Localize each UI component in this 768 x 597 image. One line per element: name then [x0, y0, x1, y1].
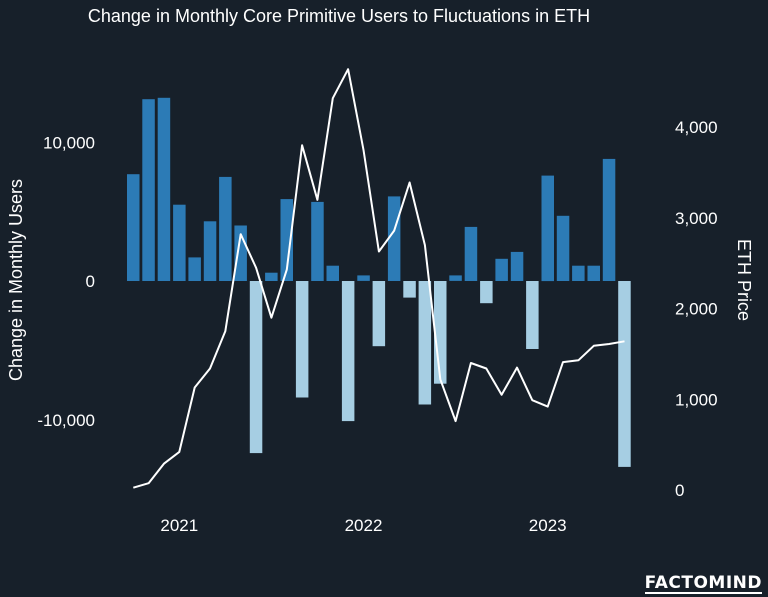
bar — [418, 281, 432, 405]
y2-tick-label: 0 — [675, 481, 684, 500]
bar — [311, 201, 324, 281]
bar — [295, 281, 309, 398]
y2-axis-label: ETH Price — [734, 239, 754, 321]
x-tick-label: 2023 — [529, 516, 567, 535]
bar — [480, 281, 493, 304]
bar — [464, 226, 478, 281]
bar — [219, 176, 232, 281]
bar — [265, 272, 278, 281]
bar — [495, 258, 508, 281]
bar — [510, 251, 524, 281]
chart-title: Change in Monthly Core Primitive Users t… — [87, 6, 591, 26]
y2-tick-label: 4,000 — [675, 118, 718, 137]
axes: 10,000 0 -10,000 4,000 3,000 2,000 1,000 0 2021 2… — [37, 118, 717, 535]
x-tick-label: 2021 — [160, 516, 198, 535]
x-tick-label: 2022 — [345, 516, 383, 535]
bar — [587, 265, 600, 281]
bar — [326, 265, 339, 281]
y-tick-label: 10,000 — [43, 133, 95, 152]
bar — [618, 281, 631, 467]
bar — [403, 281, 416, 298]
bar — [188, 257, 201, 281]
bar — [280, 199, 293, 281]
y2-tick-label: 2,000 — [675, 300, 718, 319]
y2-tick-label: 3,000 — [675, 209, 718, 228]
line-series — [133, 68, 625, 489]
bar — [602, 158, 616, 281]
y-tick-label: 0 — [86, 272, 95, 291]
bar — [541, 175, 554, 282]
eth-price-line — [133, 68, 625, 489]
bar — [157, 97, 171, 281]
bar — [249, 281, 263, 454]
bar — [572, 265, 585, 281]
bar — [357, 275, 370, 281]
bar — [526, 281, 539, 349]
y2-tick-label: 1,000 — [675, 390, 718, 409]
bar — [142, 99, 155, 281]
bar — [127, 174, 140, 281]
bar — [372, 281, 386, 347]
bar — [387, 196, 401, 281]
y-axis-label: Change in Monthly Users — [6, 179, 26, 381]
bar — [556, 215, 570, 281]
factomind-logo: FACTOMIND — [644, 573, 762, 594]
y-tick-label: -10,000 — [37, 411, 95, 430]
bar — [173, 204, 186, 281]
bar — [203, 221, 217, 281]
bar-series — [127, 97, 631, 467]
bar — [449, 275, 462, 281]
bar — [341, 281, 355, 422]
